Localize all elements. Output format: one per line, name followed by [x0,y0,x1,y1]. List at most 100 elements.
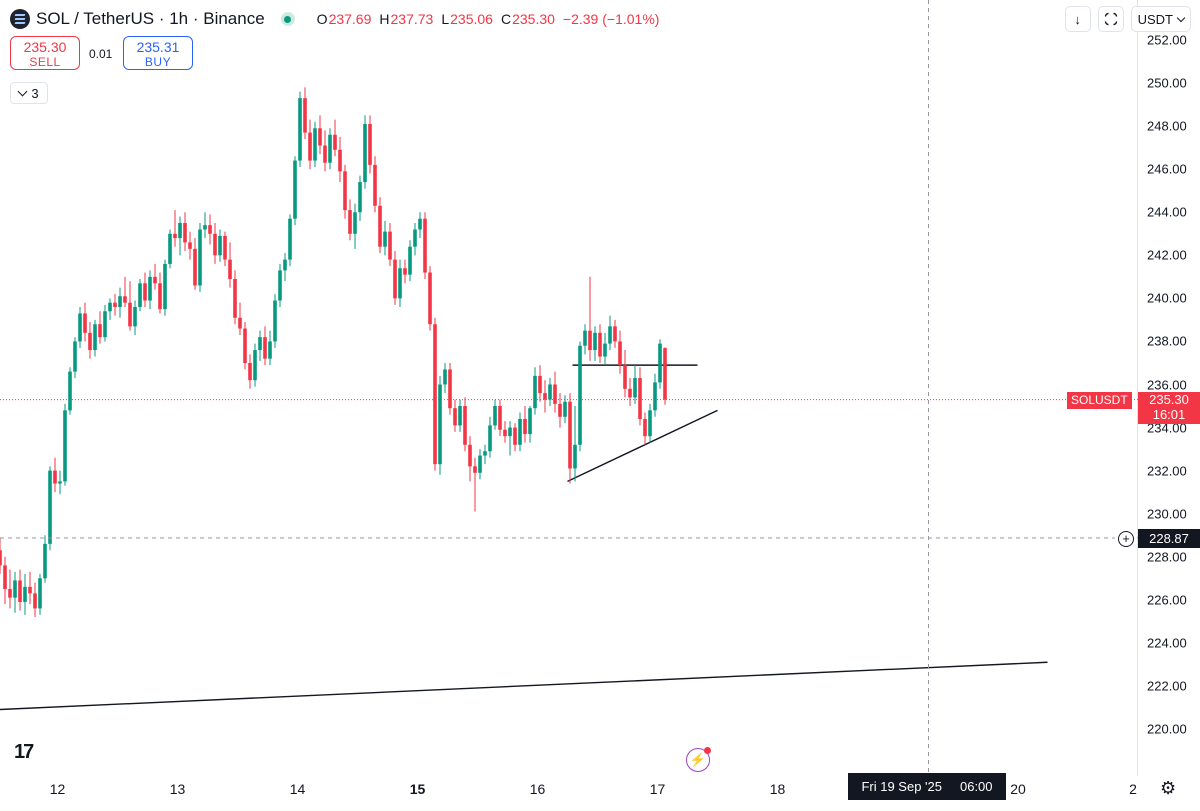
buy-label: BUY [144,55,172,69]
candle-body [623,365,627,389]
trendline [0,661,1048,711]
price-change: −2.39 (−1.01%) [562,11,660,27]
candle-body [508,427,512,437]
candle-body [648,410,652,437]
price-tick: 228.00 [1147,549,1187,565]
candle-body [503,429,507,437]
trendline [567,409,718,483]
candle-body [348,210,352,234]
candle-body [663,348,667,400]
lightning-alert-icon[interactable]: ⚡ [686,747,711,772]
price-tick: 240.00 [1147,290,1187,306]
candle-body [153,276,157,284]
price-tick: 222.00 [1147,678,1187,694]
plus-circle-icon: + [1118,530,1134,547]
candle-body [3,565,7,590]
candle-body [8,589,12,598]
candle-body [493,406,497,426]
candle-body [293,160,297,219]
candle-body [308,132,312,161]
market-open-status-icon[interactable] [280,12,295,26]
time-tick: 17 [649,781,666,797]
candle-body [593,332,597,351]
candle-body [188,242,192,249]
price-tick: 236.00 [1147,377,1187,392]
candle-body [378,205,382,247]
sell-button[interactable]: 235.30 SELL [10,36,80,70]
candle-body [103,311,107,338]
candle-body [383,231,387,247]
solana-logo-icon [10,9,30,29]
candle-body [428,272,432,325]
price-tick: 242.00 [1147,247,1187,263]
candle-body [138,283,142,307]
candle-body [68,371,72,411]
candle-body [253,350,257,381]
last-price-tag: 235.30 16:01 [1138,391,1200,424]
candle-body [288,218,292,260]
indicators-toggle-button[interactable]: 3 [10,82,48,104]
candle-body [63,410,67,482]
symbol-title[interactable]: SOL / TetherUS · 1h · Binance [36,9,265,28]
ohlc-value: 237.69 [328,11,372,27]
candle-body [448,369,452,409]
candle-body [488,425,492,452]
candle-body [363,123,367,183]
candle-body [533,375,537,409]
ohlc-value: 235.30 [512,11,555,27]
candle-body [0,550,2,566]
candle-body [583,330,587,346]
time-tick: 2 [1129,781,1137,797]
add-alert-button[interactable]: + [1115,529,1137,549]
symbol-price-label: SOLUSDT [1067,391,1132,409]
candle-body [263,337,267,359]
candle-body [643,418,647,437]
time-tick: 18 [769,781,786,797]
price-tick: 244.00 [1147,204,1187,220]
candle-body [313,128,317,161]
candle-body [423,218,427,273]
sell-label: SELL [29,55,61,69]
fullscreen-button[interactable] [1097,6,1124,32]
candle-body [403,268,407,275]
candles [0,87,667,618]
candle-body [328,134,332,163]
price-tick: 248.00 [1147,118,1187,134]
time-tick: 16 [529,781,546,797]
arrow-down-icon: ↓ [1074,11,1081,27]
download-button[interactable]: ↓ [1064,6,1091,32]
candle-body [208,225,212,234]
price-chart[interactable] [0,0,1138,776]
candle-body [468,444,472,467]
ohlc-key: H [379,11,390,27]
currency-label: USDT [1137,11,1173,27]
time-axis[interactable]: 12 13 14 15 16 17 18 20 2 [0,776,1138,811]
candle-body [298,98,302,161]
candle-body [543,393,547,400]
candle-body [238,317,242,329]
candle-body [23,586,27,602]
candle-body [338,149,342,172]
currency-select[interactable]: USDT [1130,6,1191,32]
candle-body [48,470,52,544]
candle-body [373,164,377,206]
candle-body [598,332,602,357]
crosshair-price-tag: 228.87 [1138,529,1200,549]
candle-body [108,302,112,312]
buy-button[interactable]: 235.31 BUY [123,36,193,70]
price-axis[interactable]: 252.00 250.00 248.00 246.00 244.00 242.00 240.… [1138,0,1200,811]
candle-body [618,341,622,366]
time-tick: 15 [409,781,426,797]
candle-body [443,369,447,385]
candle-body [558,403,562,417]
gear-icon[interactable]: ⚙ [1160,778,1177,798]
candle-body [638,378,642,419]
candle-body [368,123,372,165]
candle-body [163,263,167,310]
candle-body [513,427,517,445]
candle-body [18,580,22,602]
crosshair-time-tag: Fri 19 Sep '25 06:00 [848,773,1006,800]
tradingview-logo[interactable]: 17 [14,741,34,763]
candle-body [548,384,552,400]
candle-body [518,418,522,445]
